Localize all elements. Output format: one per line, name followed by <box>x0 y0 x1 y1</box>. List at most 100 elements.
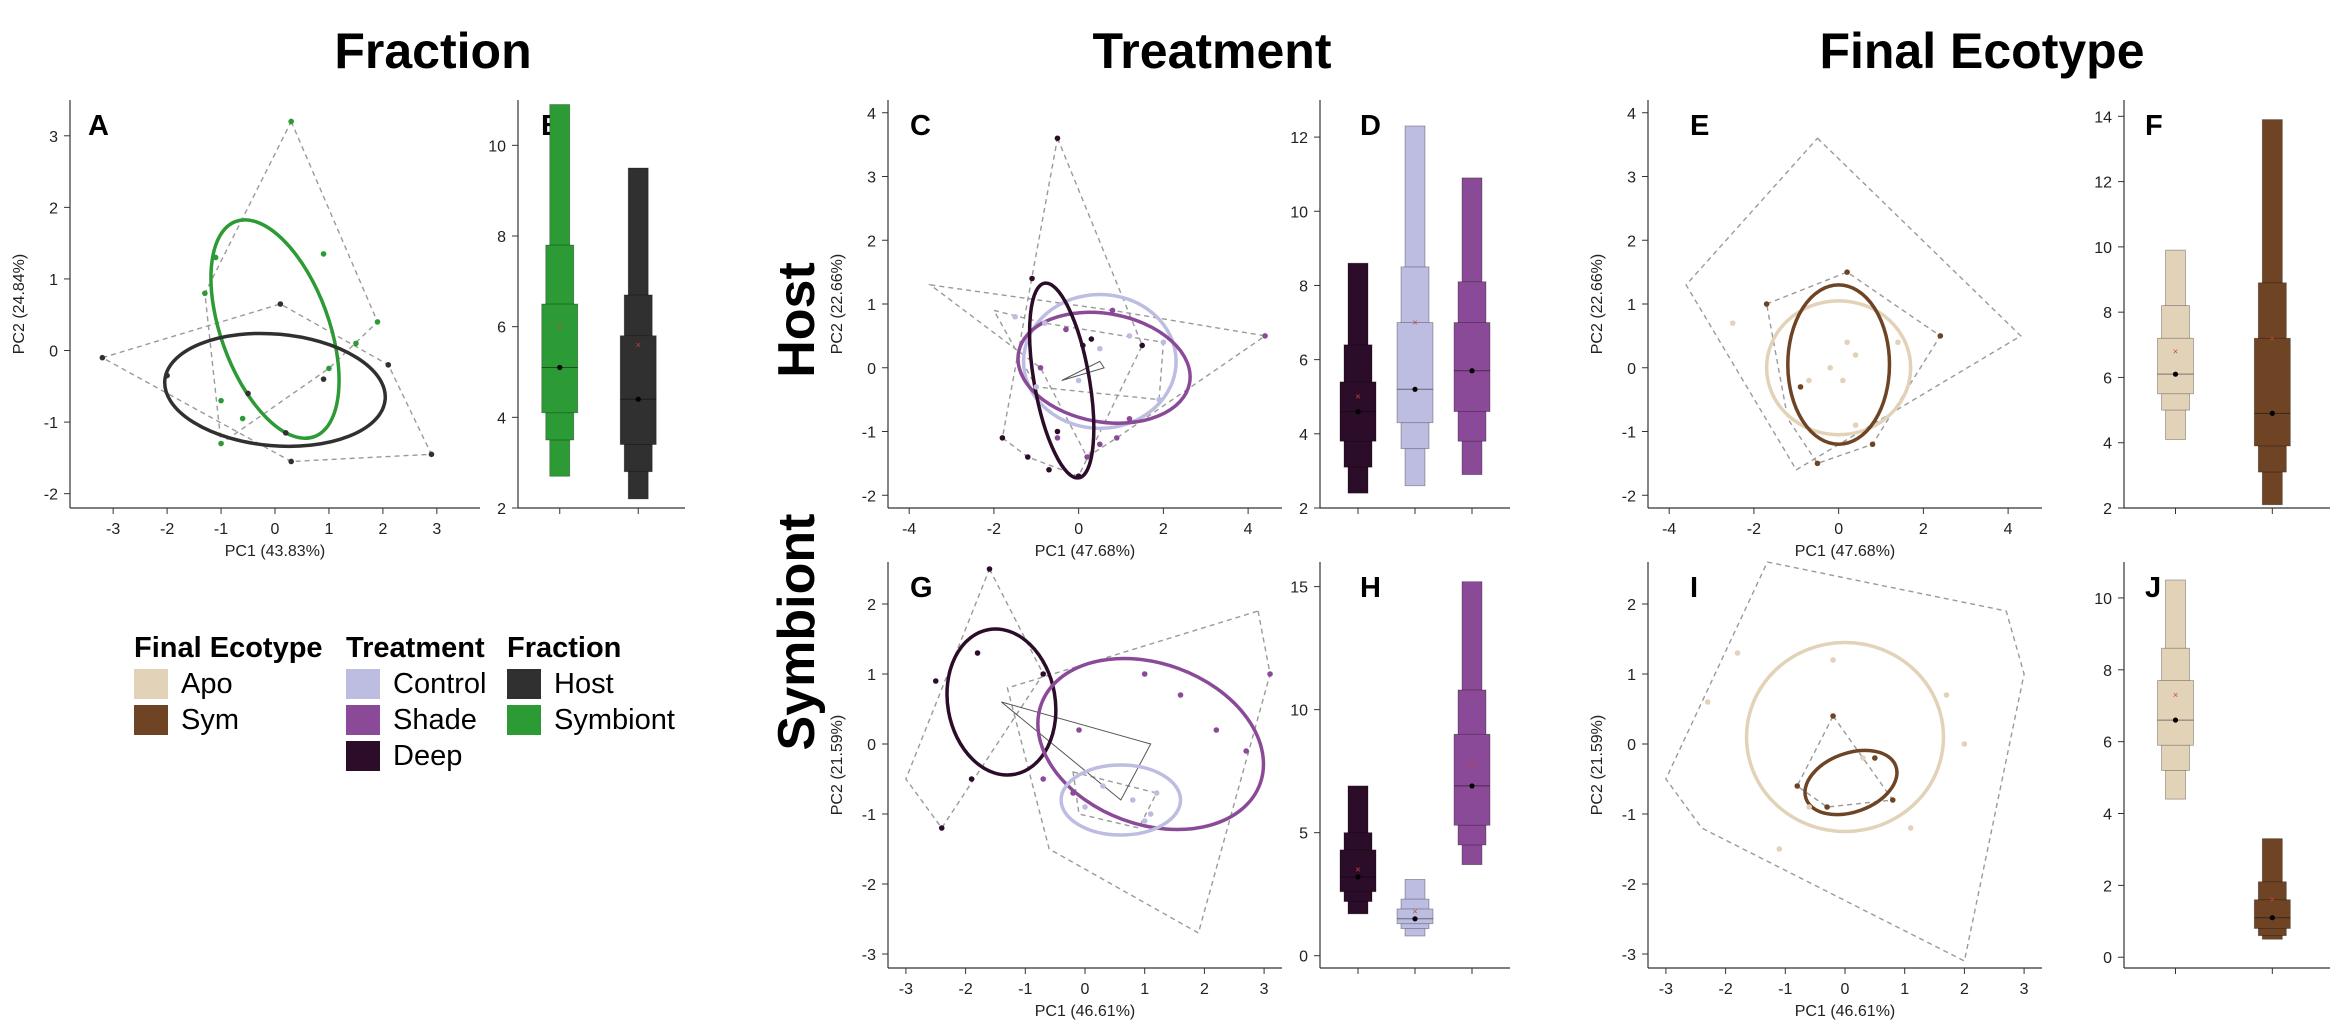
y-tick-label: 4 <box>867 106 876 123</box>
point-shade <box>1109 307 1116 314</box>
x-tick-label: -2 <box>987 521 1001 538</box>
box-level-shade <box>1453 322 1491 412</box>
legend-swatch-sym <box>134 705 168 735</box>
point-symbiont <box>202 290 208 297</box>
mean-marker-sym: × <box>2270 895 2275 905</box>
point-shade <box>1054 435 1061 441</box>
panel-label: A <box>88 110 109 142</box>
y-tick-label: 8 <box>2103 663 2112 680</box>
y-tick-label: 1 <box>867 297 876 314</box>
y-tick-label: -2 <box>1622 488 1636 505</box>
legend-item-deep: Deep <box>346 739 487 773</box>
point-shade <box>1243 748 1249 754</box>
point-deep <box>1040 671 1047 677</box>
point-deep <box>938 825 945 831</box>
panel-f: 2 4 6 8 10 12 14 F × × <box>2094 100 2330 518</box>
point-control <box>1012 313 1018 320</box>
point-deep <box>1139 342 1145 349</box>
box-level-deep <box>1339 849 1377 893</box>
x-tick-label: -4 <box>1662 521 1676 538</box>
y-tick-label: 2 <box>2103 501 2112 518</box>
ellipse-shade <box>1036 656 1266 832</box>
point-host <box>320 376 327 382</box>
y-tick-label: -2 <box>1622 877 1636 894</box>
ellipse-deep <box>945 627 1058 777</box>
box-level-sym <box>2253 899 2291 929</box>
point-deep <box>1025 454 1031 460</box>
y-tick-label: 10 <box>2094 240 2112 257</box>
x-tick-label: 2 <box>1200 981 1209 998</box>
point-apo <box>1704 699 1711 705</box>
median-point-deep <box>1355 874 1361 880</box>
point-host <box>245 390 251 397</box>
y-tick-label: 0 <box>49 344 58 361</box>
point-shade <box>1267 671 1273 677</box>
x-tick-label: 3 <box>432 521 441 538</box>
ellipse-sym <box>1786 283 1892 446</box>
x-tick-label: 1 <box>324 521 333 538</box>
y-tick-label: -1 <box>862 425 876 442</box>
point-deep <box>968 776 975 782</box>
y-tick-label: 4 <box>497 410 506 427</box>
point-shade <box>1262 333 1268 339</box>
point-symbiont <box>239 415 246 422</box>
point-control <box>1041 320 1048 326</box>
x-tick-label: 0 <box>1081 981 1090 998</box>
legend-swatch-control <box>346 669 380 699</box>
x-axis-label: PC1 (46.61%) <box>1035 1003 1136 1020</box>
point-shade <box>1141 671 1148 677</box>
panel-h: 0 5 10 15 H × × × <box>1290 562 1510 974</box>
box-level-apo <box>2157 680 2194 746</box>
x-axis-label: PC1 (47.68%) <box>1035 543 1136 560</box>
panel-d: 2 4 6 8 10 12 D × × × <box>1290 100 1510 518</box>
x-tick-label: 2 <box>378 521 387 538</box>
point-control <box>1082 804 1088 810</box>
point-sym <box>1794 783 1801 789</box>
y-tick-label: 15 <box>1290 580 1308 597</box>
y-tick-label: 1 <box>867 667 876 684</box>
point-control <box>1141 818 1148 824</box>
legend-title: Fraction <box>507 632 622 664</box>
y-tick-label: 12 <box>2094 175 2112 192</box>
x-tick-label: -3 <box>1659 981 1673 998</box>
y-tick-label: 2 <box>867 233 876 250</box>
y-tick-label: 2 <box>1627 233 1636 250</box>
median-point-deep <box>1355 408 1361 415</box>
panel-g: -3 -2 -1 0 1 2 G -3 -2 -1 0 1 2 3 PC1 (46.61%) PC2 (21.… <box>829 562 1282 1020</box>
point-apo <box>1734 650 1741 656</box>
point-control <box>1153 790 1160 796</box>
mean-marker-apo: × <box>2173 690 2178 700</box>
x-tick-label: -4 <box>902 521 916 538</box>
panel-label: F <box>2145 110 2163 142</box>
legend-group-treatment: Treatment Control Shade Deep <box>346 632 487 773</box>
y-tick-label: 8 <box>1299 278 1308 295</box>
point-apo <box>1776 846 1783 852</box>
point-symbiont <box>288 118 294 125</box>
y-tick-label: 1 <box>1627 667 1636 684</box>
y-tick-label: 0 <box>2103 950 2112 967</box>
point-shade <box>1040 776 1047 782</box>
x-tick-label: -2 <box>1747 521 1761 538</box>
y-tick-label: 4 <box>2103 807 2112 824</box>
y-tick-label: 14 <box>2094 109 2112 126</box>
column-title-treatment: Treatment <box>1092 23 1332 79</box>
x-tick-label: 2 <box>1960 981 1969 998</box>
point-symbiont <box>374 319 381 325</box>
point-shade <box>1084 454 1090 460</box>
point-apo <box>1729 320 1736 326</box>
y-tick-label: -3 <box>862 947 876 964</box>
point-deep <box>1075 473 1082 479</box>
x-tick-label: 2 <box>1919 521 1928 538</box>
hull-sym <box>1796 714 1895 808</box>
x-axis-label: PC1 (47.68%) <box>1795 543 1896 560</box>
point-sym <box>1814 460 1821 467</box>
x-tick-label: 1 <box>1140 981 1149 998</box>
y-tick-label: 2 <box>2103 878 2112 895</box>
y-tick-label: -1 <box>862 807 876 824</box>
y-tick-label: -2 <box>862 877 876 894</box>
x-tick-label: -2 <box>160 521 174 538</box>
y-tick-label: 2 <box>1627 597 1636 614</box>
x-tick-label: 0 <box>1074 521 1083 538</box>
row-title-host: Host <box>768 262 826 378</box>
